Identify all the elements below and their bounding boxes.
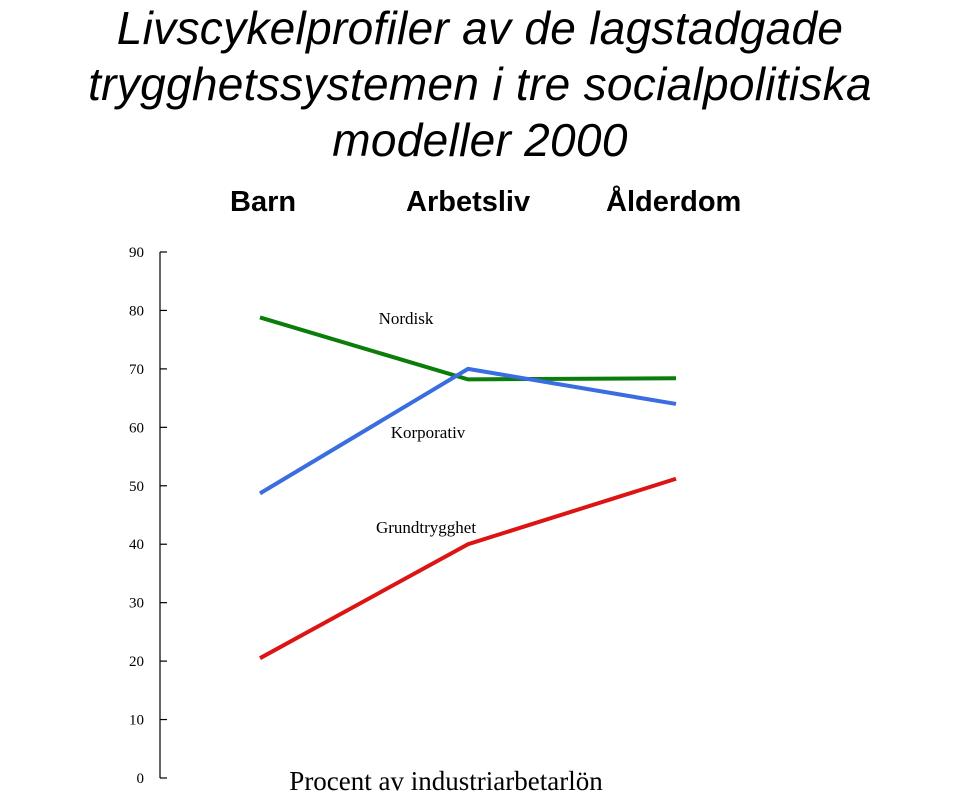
y-tick-label-30: 30 (129, 596, 144, 612)
series-line-nordisk (259, 315, 677, 382)
y-tick-label-50: 50 (129, 479, 144, 495)
y-tick-label-40: 40 (129, 537, 144, 553)
series-line-korporativ (258, 366, 677, 496)
y-tick-label-70: 70 (129, 362, 144, 378)
category-label-alderdom: Ålderdom (606, 186, 742, 218)
y-tick-label-90: 90 (129, 245, 144, 261)
series-label-nordisk: Nordisk (379, 309, 434, 328)
category-label-barn: Barn (230, 186, 297, 218)
y-tick-label-80: 80 (129, 303, 144, 319)
category-label-arbetsliv: Arbetsliv (406, 186, 531, 218)
y-tick-label-60: 60 (129, 420, 144, 436)
series-line-grundtrygghet (259, 476, 677, 660)
chart-title-line-1: Livscykelprofiler av de lagstadgade (116, 2, 844, 54)
series-label-korporativ: Korporativ (391, 423, 466, 442)
y-tick-label-0: 0 (137, 771, 145, 787)
y-unit-label: Procent av industriarbetarlön (289, 766, 603, 792)
y-tick-label-10: 10 (129, 713, 144, 729)
chart-title-line-3: modeller 2000 (332, 114, 628, 166)
y-tick-label-20: 20 (129, 654, 144, 670)
chart-title-line-2: trygghetssystemen i tre socialpolitiska (88, 58, 872, 110)
series-label-grundtrygghet: Grundtrygghet (376, 518, 476, 537)
chart-title: Livscykelprofiler av de lagstadgade tryg… (0, 0, 960, 168)
